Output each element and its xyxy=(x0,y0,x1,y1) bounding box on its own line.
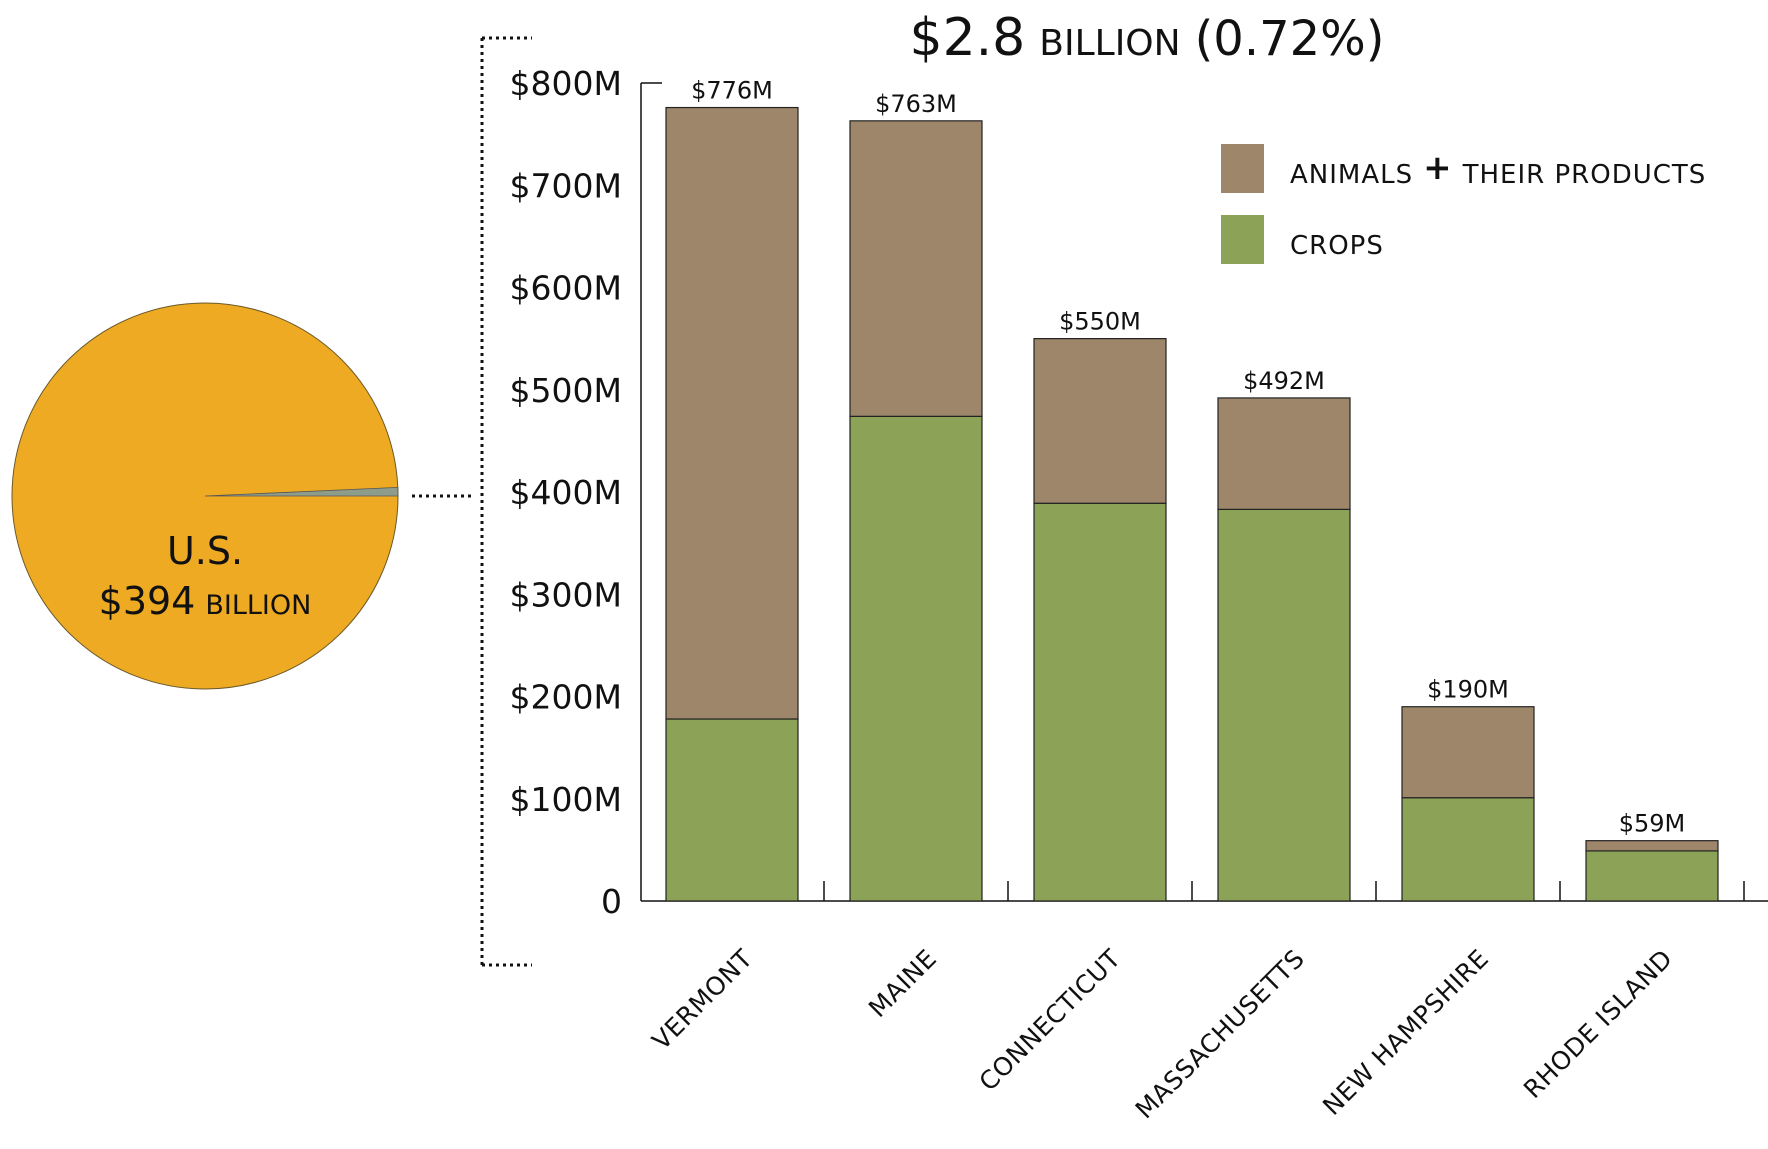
title-percent: (0.72%) xyxy=(1195,11,1385,67)
pie-label-us: U.S. xyxy=(167,529,243,573)
dotted-connector xyxy=(412,36,532,967)
legend-swatch-animals xyxy=(1221,144,1264,193)
y-tick-label: $700M xyxy=(510,166,622,205)
bar-total-label: $190M xyxy=(1427,676,1509,704)
us-pie-chart: U.S. $394 BILLION xyxy=(11,302,399,690)
bar-animals-connecticut xyxy=(1033,338,1167,504)
y-tick-label: $200M xyxy=(510,678,622,717)
category-label: CONNECTICUT xyxy=(974,944,1127,1097)
legend-label-animals: ANIMALS + THEIR PRODUCTS xyxy=(1290,148,1706,190)
chart-title: $2.8 BILLION (0.72%) xyxy=(909,8,1384,68)
y-tick-label: $800M xyxy=(510,64,622,103)
y-tick-label: 0 xyxy=(601,882,622,921)
bar-animals-rhode-island xyxy=(1585,840,1719,852)
bar-total-label: $59M xyxy=(1619,810,1686,838)
pie-unit: BILLION xyxy=(205,590,311,621)
legend-label-crops: CROPS xyxy=(1290,231,1384,261)
bar-animals-vermont xyxy=(665,106,799,720)
bar-animals-massachusetts xyxy=(1217,397,1351,510)
bar-total-label: $776M xyxy=(691,77,773,105)
y-tick-label: $300M xyxy=(510,575,622,614)
axes xyxy=(640,82,1768,902)
category-label: MAINE xyxy=(863,944,942,1023)
bar-crops-rhode-island xyxy=(1585,850,1719,902)
bar-crops-maine xyxy=(849,415,983,902)
category-label: RHODE ISLAND xyxy=(1518,944,1678,1104)
bar-crops-vermont xyxy=(665,718,799,902)
legend: ANIMALS + THEIR PRODUCTS CROPS xyxy=(1221,144,1706,264)
pie-value: $394 xyxy=(99,579,196,623)
legend-swatch-crops xyxy=(1221,215,1264,264)
y-tick-label: $500M xyxy=(510,371,622,410)
bar-total-label: $492M xyxy=(1243,367,1325,395)
bar-total-label: $763M xyxy=(875,90,957,118)
y-tick-label: $600M xyxy=(510,269,622,308)
title-unit: BILLION xyxy=(1039,23,1180,64)
pie-label-value: $394 BILLION xyxy=(99,579,312,623)
bars xyxy=(665,106,1719,902)
category-labels: VERMONT MAINE CONNECTICUT MASSACHUSETTS NEW … xyxy=(647,944,1679,1125)
pie-slice-new-england xyxy=(204,486,399,497)
title-value: $2.8 xyxy=(909,8,1025,68)
bar-crops-connecticut xyxy=(1033,502,1167,902)
bar-crops-new-hampshire xyxy=(1401,797,1535,902)
bar-total-labels: $776M $763M $550M $492M $190M $59M xyxy=(691,77,1685,838)
category-label: MASSACHUSETTS xyxy=(1130,944,1310,1124)
bar-animals-maine xyxy=(849,120,983,417)
y-tick-label: $400M xyxy=(510,473,622,512)
y-tick-label: $100M xyxy=(510,780,622,819)
bar-animals-new-hampshire xyxy=(1401,706,1535,799)
bar-total-label: $550M xyxy=(1059,308,1141,336)
y-tick-labels: 0 $100M $200M $300M $400M $500M $600M $700M $800… xyxy=(510,64,622,921)
x-tick-marks xyxy=(823,881,1745,901)
category-label: VERMONT xyxy=(647,944,759,1056)
category-label: NEW HAMPSHIRE xyxy=(1317,944,1494,1121)
bar-crops-massachusetts xyxy=(1217,508,1351,902)
